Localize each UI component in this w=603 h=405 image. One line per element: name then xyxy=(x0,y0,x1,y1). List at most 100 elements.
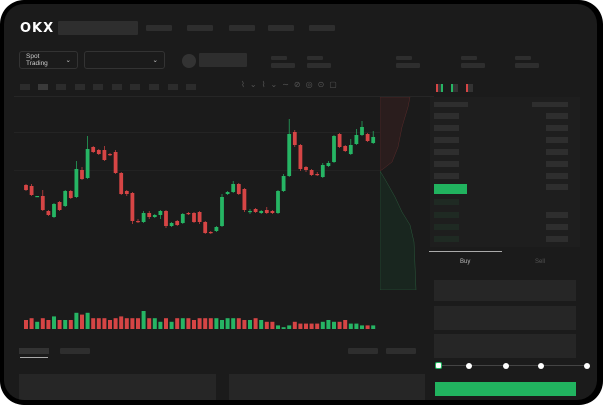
tab-open-orders[interactable] xyxy=(19,348,49,354)
ask-amount xyxy=(546,149,568,155)
bid-amount xyxy=(546,212,568,218)
last-price xyxy=(434,184,467,194)
timeframe-button[interactable] xyxy=(186,84,196,90)
nav-item[interactable] xyxy=(229,25,255,31)
drawing-tools-icon[interactable]: ⌇⌄⌇⌄∼⊘◎⊙▢ xyxy=(241,80,342,89)
candle-body xyxy=(192,213,196,222)
pair-select[interactable]: ⌄ xyxy=(84,51,165,69)
buy-tab[interactable]: Buy xyxy=(460,259,471,265)
candle-body xyxy=(113,152,118,173)
candle-body xyxy=(208,232,213,234)
candle-body xyxy=(203,222,208,233)
volume-bar xyxy=(304,323,308,329)
market-type-select[interactable]: Spot Trading ⌄ xyxy=(19,51,78,69)
nav-item[interactable] xyxy=(268,25,294,31)
ask-price xyxy=(434,173,459,179)
volume-bar xyxy=(360,325,364,329)
volume-bar xyxy=(365,325,370,329)
candle-body xyxy=(332,136,336,162)
filter-button[interactable] xyxy=(348,348,378,354)
depth-chart xyxy=(380,97,417,290)
candlestick-chart[interactable] xyxy=(4,4,597,400)
candle-body xyxy=(242,189,247,210)
volume-bar xyxy=(164,318,168,329)
market-type-label: Spot Trading xyxy=(26,53,48,67)
candle-body xyxy=(287,134,292,176)
timeframe-button[interactable] xyxy=(93,84,103,90)
candle-body xyxy=(24,185,28,190)
candle-body xyxy=(365,134,370,141)
tab-history[interactable] xyxy=(60,348,90,354)
candle-body xyxy=(169,223,174,226)
volume-bar xyxy=(40,318,45,329)
orderbook-both-icon[interactable] xyxy=(436,84,443,92)
ask-amount xyxy=(546,137,568,143)
timeframe-button[interactable] xyxy=(149,84,159,90)
timeframe-button[interactable] xyxy=(112,84,122,90)
stat-value xyxy=(307,63,331,68)
volume-bar xyxy=(80,314,84,329)
volume-bar xyxy=(309,323,314,329)
candle-body xyxy=(29,186,34,195)
stat-label xyxy=(271,56,287,60)
stat-value xyxy=(515,63,539,68)
candle-body xyxy=(108,154,112,156)
slider-step[interactable] xyxy=(466,363,472,369)
orderbook-bids-icon[interactable] xyxy=(451,84,458,92)
volume-bar xyxy=(29,318,34,329)
buy-button[interactable] xyxy=(435,382,576,396)
chevron-down-icon: ⌄ xyxy=(152,57,158,64)
volume-bar xyxy=(130,318,135,329)
slider-step[interactable] xyxy=(503,363,509,369)
timeframe-button[interactable] xyxy=(20,84,30,90)
candle-body xyxy=(214,227,219,231)
candle-body xyxy=(371,137,376,143)
search-input[interactable] xyxy=(58,21,138,35)
volume-bar xyxy=(74,312,79,329)
candle-body xyxy=(343,146,348,151)
nav-item[interactable] xyxy=(309,25,335,31)
filter-button[interactable] xyxy=(386,348,416,354)
volume-bar xyxy=(96,318,101,329)
volume-bar xyxy=(152,318,157,329)
slider-handle[interactable] xyxy=(435,362,442,369)
volume-bar xyxy=(197,318,202,329)
timeframe-button[interactable] xyxy=(56,84,66,90)
pair-price xyxy=(199,53,247,67)
timeframe-button[interactable] xyxy=(168,84,178,90)
nav-item[interactable] xyxy=(146,25,172,31)
total-input[interactable] xyxy=(434,334,576,358)
divider xyxy=(14,96,434,97)
timeframe-button[interactable] xyxy=(75,84,85,90)
volume-bar xyxy=(332,321,336,329)
nav-item[interactable] xyxy=(187,25,213,31)
candle-body xyxy=(309,170,314,175)
candle-body xyxy=(315,174,320,176)
amount-input[interactable] xyxy=(434,306,576,330)
price-input[interactable] xyxy=(434,280,576,301)
ask-price xyxy=(434,125,459,131)
volume-bar xyxy=(298,323,303,329)
timeframe-button[interactable] xyxy=(38,84,48,90)
volume-bar xyxy=(136,318,140,329)
volume-bar xyxy=(281,327,286,329)
ask-price xyxy=(434,161,459,167)
candle-body xyxy=(40,196,45,210)
slider-step[interactable] xyxy=(584,363,590,369)
candle-body xyxy=(124,191,129,194)
volume-bar xyxy=(169,321,174,329)
sell-tab[interactable]: Sell xyxy=(535,259,546,265)
volume-bar xyxy=(119,316,124,329)
candle-body xyxy=(119,173,124,194)
volume-bar xyxy=(175,318,180,329)
timeframe-button[interactable] xyxy=(130,84,140,90)
volume-bar xyxy=(203,318,208,329)
orderbook-asks-icon[interactable] xyxy=(466,84,473,92)
slider-step[interactable] xyxy=(538,363,544,369)
amount-slider[interactable] xyxy=(438,365,588,366)
candle-body xyxy=(175,221,180,225)
volume-bar xyxy=(158,321,163,329)
candle-body xyxy=(197,212,202,222)
candle-body xyxy=(298,145,303,169)
candle-body xyxy=(158,211,163,215)
